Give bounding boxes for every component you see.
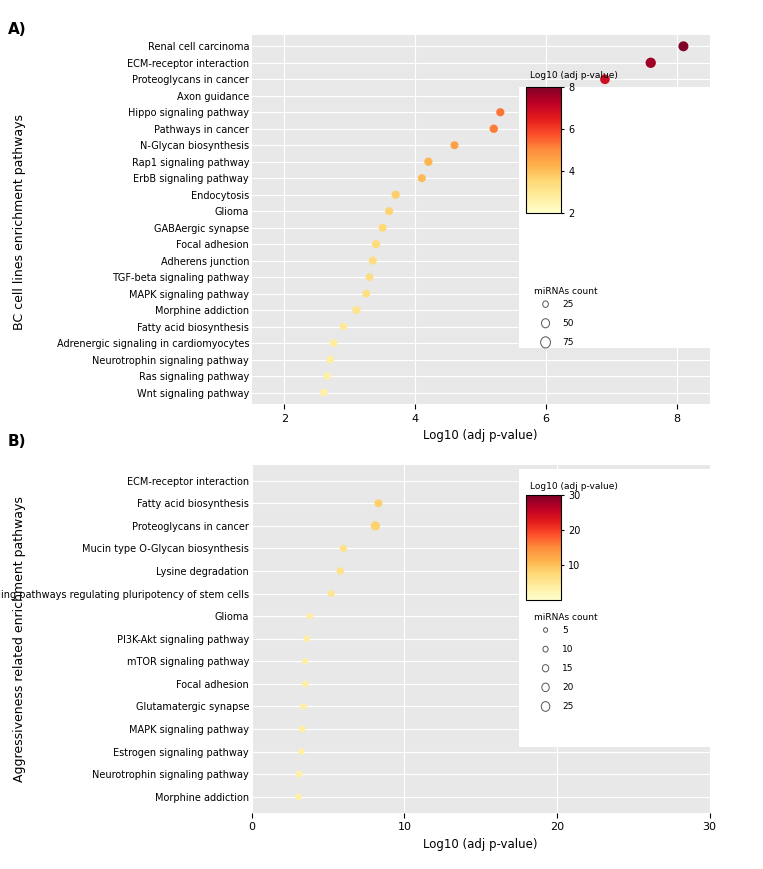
Text: A): A) (8, 22, 26, 36)
Text: BC cell lines enrichment pathways: BC cell lines enrichment pathways (12, 114, 26, 329)
Point (383, 204, 395, 218)
Point (317, 386, 330, 400)
Text: 50: 50 (562, 319, 574, 328)
Text: 25: 25 (562, 300, 574, 308)
Text: B): B) (8, 434, 26, 449)
Text: 15: 15 (562, 664, 574, 673)
Point (645, 56, 657, 70)
Text: miRNAs count: miRNAs count (534, 287, 597, 295)
Text: 25: 25 (562, 702, 574, 711)
Point (299, 654, 311, 668)
Point (295, 745, 307, 759)
X-axis label: Log10 (adj p-value): Log10 (adj p-value) (423, 429, 538, 442)
Text: 75: 75 (562, 338, 574, 347)
Point (363, 270, 375, 284)
Point (370, 237, 382, 251)
Point (296, 722, 308, 736)
Point (337, 320, 349, 334)
Text: 10: 10 (562, 645, 574, 653)
Point (337, 541, 349, 555)
Point (416, 171, 428, 185)
Point (321, 369, 333, 383)
Text: Log10 (adj p-value): Log10 (adj p-value) (530, 71, 618, 80)
Point (422, 155, 434, 169)
Point (620, 474, 632, 488)
Point (301, 632, 313, 646)
Point (376, 221, 388, 235)
Point (334, 564, 346, 578)
Point (325, 587, 337, 600)
Point (372, 496, 385, 510)
Point (292, 790, 304, 804)
Point (599, 72, 611, 86)
Point (327, 336, 340, 350)
Point (449, 138, 461, 152)
Point (324, 353, 336, 367)
Point (369, 519, 382, 533)
Text: Log10 (adj p-value): Log10 (adj p-value) (530, 482, 618, 491)
Point (360, 287, 372, 301)
Point (367, 254, 379, 268)
Text: Aggressiveness related enrichment pathways: Aggressiveness related enrichment pathwa… (12, 496, 26, 781)
Point (390, 188, 402, 202)
Point (298, 700, 310, 713)
Point (299, 677, 311, 691)
Point (488, 122, 500, 136)
Point (494, 105, 507, 119)
Point (350, 303, 362, 317)
Text: 20: 20 (562, 683, 574, 692)
Text: 5: 5 (562, 626, 568, 634)
Point (678, 39, 690, 53)
Text: miRNAs count: miRNAs count (534, 613, 597, 621)
Point (533, 89, 546, 103)
X-axis label: Log10 (adj p-value): Log10 (adj p-value) (423, 838, 538, 851)
Point (293, 767, 305, 781)
Point (304, 609, 316, 623)
